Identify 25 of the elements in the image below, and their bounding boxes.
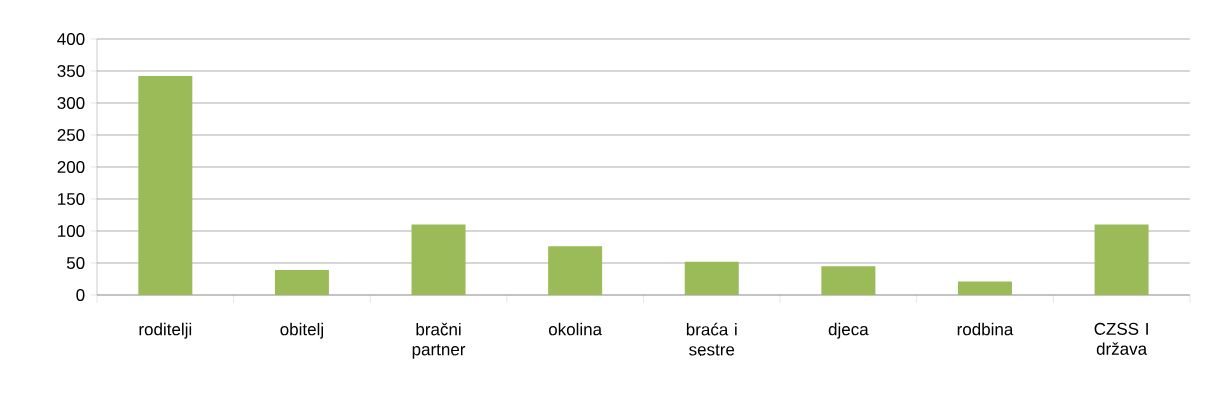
x-tick-label: obitelj [280,322,323,339]
bar [548,246,603,295]
x-tick-label: okolina [548,322,603,336]
y-tick-label: 400 [57,32,85,46]
x-tick-label: rodbina [957,322,1014,336]
y-tick-label: 350 [57,64,85,78]
bar [1094,224,1149,295]
y-tick-label: 50 [66,256,85,270]
bar [274,270,329,295]
bar [684,261,739,295]
bar [957,281,1012,295]
x-tick-label: CZSS I država [1094,322,1148,355]
y-tick-label: 100 [58,224,85,238]
x-tick-label: roditelji [139,322,192,339]
x-tick-label: djeca [828,322,869,339]
y-tick-label: 200 [57,160,85,174]
bar [138,76,193,295]
x-tick-label: bračni partner [412,322,466,359]
x-tick-label: braća i sestre [686,322,737,356]
y-tick-label: 150 [58,192,85,206]
bar [821,266,876,295]
y-tick-label: 300 [57,96,85,110]
y-tick-label: 0 [76,288,85,302]
bar [411,224,466,295]
y-tick-label: 250 [57,128,85,142]
